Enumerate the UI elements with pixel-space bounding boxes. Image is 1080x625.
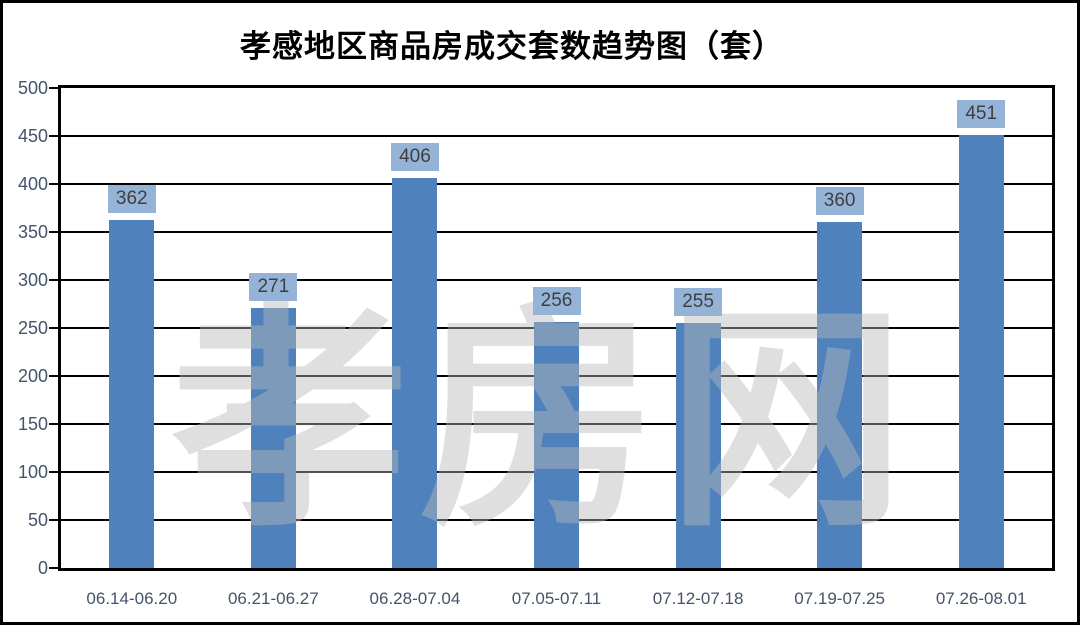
y-axis-label: 150 [17, 414, 48, 434]
bar-value-label: 406 [390, 143, 439, 172]
y-axis-tick [49, 87, 58, 89]
bar-value-label: 451 [957, 100, 1006, 129]
y-axis-label: 200 [17, 366, 48, 386]
y-axis-tick [49, 375, 58, 377]
y-axis-label: 450 [17, 126, 48, 146]
y-axis-tick [49, 183, 58, 185]
x-axis-label: 07.19-07.25 [794, 589, 886, 608]
y-axis-tick [49, 519, 58, 521]
gridline [61, 183, 1052, 185]
x-axis-label: 06.14-06.20 [86, 589, 178, 608]
y-axis-label: 300 [17, 270, 48, 290]
bar-value-label: 255 [674, 288, 723, 317]
bar-value-label: 271 [249, 272, 298, 301]
bar [534, 322, 579, 568]
x-axis-label: 06.28-07.04 [369, 589, 461, 608]
bar [109, 220, 155, 568]
x-axis-label: 07.12-07.18 [652, 589, 744, 608]
gridline [61, 231, 1052, 233]
gridline [61, 135, 1052, 137]
x-axis-label: 07.05-07.11 [511, 589, 602, 608]
y-axis-label: 0 [37, 558, 48, 578]
y-axis-label: 500 [17, 78, 48, 98]
y-axis-tick [49, 279, 58, 281]
y-axis-label: 50 [27, 510, 48, 530]
bar [675, 323, 721, 568]
y-axis-label: 350 [17, 222, 48, 242]
bar [392, 178, 438, 568]
bar [817, 222, 863, 568]
bar-value-label: 360 [815, 187, 864, 216]
gridline [61, 279, 1052, 281]
y-axis-tick [49, 135, 58, 137]
y-axis-label: 100 [17, 462, 48, 482]
bar-value-label: 362 [107, 185, 156, 214]
y-axis-tick [49, 423, 58, 425]
y-axis-label: 400 [17, 174, 48, 194]
bar [250, 307, 296, 568]
y-axis-tick [49, 327, 58, 329]
x-axis-label: 07.26-08.01 [935, 589, 1027, 608]
x-axis-label: 06.21-06.27 [227, 589, 319, 608]
y-axis-tick [49, 567, 58, 569]
chart-title: 孝感地区商品房成交套数趋势图（套） [240, 29, 784, 64]
y-axis-tick [49, 231, 58, 233]
bar-value-label: 256 [532, 287, 581, 316]
y-axis-tick [49, 471, 58, 473]
y-axis-label: 250 [17, 318, 48, 338]
bar [958, 135, 1004, 568]
plot-area: 362 271 406 256 255 360 451 [58, 85, 1055, 571]
